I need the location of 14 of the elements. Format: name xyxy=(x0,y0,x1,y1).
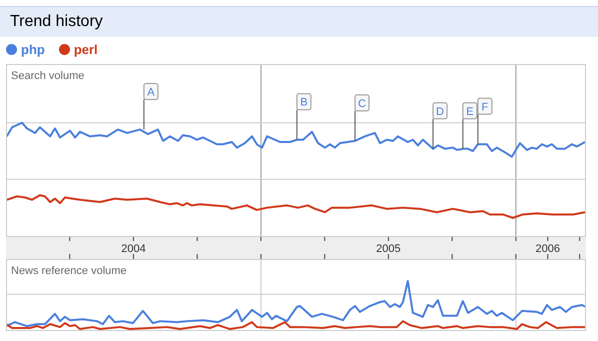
legend-label: perl xyxy=(74,42,98,57)
y-axis-title: News reference volume xyxy=(11,265,127,277)
legend-label: php xyxy=(21,42,45,57)
annotation: F xyxy=(482,101,489,114)
annotation: A xyxy=(147,86,156,99)
y-axis-title: Search volume xyxy=(11,70,84,82)
annotation: C xyxy=(358,98,366,110)
chart-title: Trend history xyxy=(10,13,103,31)
annotation: E xyxy=(466,106,474,118)
x-tick-label: 2006 xyxy=(536,243,560,255)
annotation: D xyxy=(436,106,444,118)
x-tick-label: 2004 xyxy=(121,243,146,255)
x-tick-label: 2005 xyxy=(376,243,401,255)
annotation: B xyxy=(300,96,308,109)
